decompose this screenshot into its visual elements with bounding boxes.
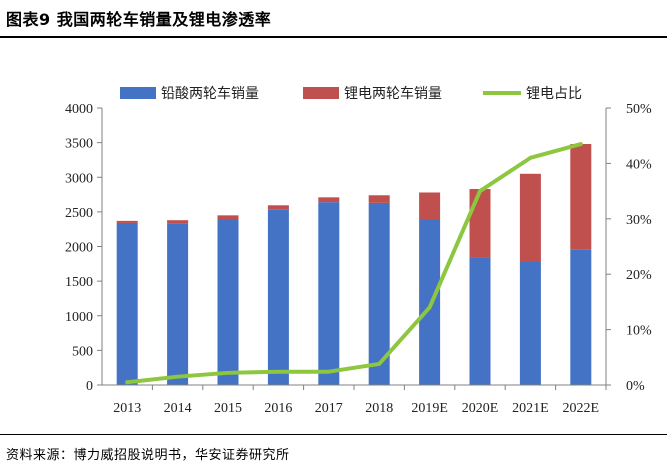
left-tick-label: 2500 [65,206,93,221]
legend-label: 铅酸两轮车销量 [161,85,259,102]
legend-swatch [303,87,339,99]
right-tick-label: 20% [626,268,652,283]
x-tick-label: 2019E [411,401,448,416]
bar-lead-acid [116,222,138,385]
left-tick-label: 1000 [65,310,93,325]
bar-lead-acid [419,219,441,385]
bar-lithium [469,189,491,258]
left-axis: 0 500 1000 1500 2000 2500 3000 3500 4000 [65,102,103,394]
left-tick-label: 0 [86,379,93,394]
x-tick-label: 2014 [164,401,192,416]
right-tick-label: 0% [626,379,645,394]
bar-lead-acid [167,223,189,385]
x-tick-label: 2016 [264,401,292,416]
bar-lithium [519,173,541,262]
bar-lithium [419,192,441,220]
left-tick-label: 2000 [65,241,93,256]
left-tick-label: 500 [72,344,93,359]
bar-lead-acid [368,202,390,385]
legend-swatch [120,87,156,99]
bar-lead-acid [469,257,491,385]
figure-title: 图表9 我国两轮车销量及锂电渗透率 [6,10,272,29]
right-tick-label: 30% [626,213,652,228]
x-tick-label: 2021E [512,401,549,416]
bar-lead-acid [267,209,289,385]
left-tick-label: 4000 [65,102,93,117]
source-note: 资料来源：博力威招股说明书，华安证券研究所 [6,448,290,463]
bars [116,144,592,385]
x-tick-label: 2020E [462,401,499,416]
x-tick-label: 2018 [365,401,393,416]
legend-label: 锂电占比 [526,86,582,102]
chart: 铅酸两轮车销量 锂电两轮车销量 锂电占比 0 500 1000 1500 2000 2500 3… [65,85,652,416]
bar-lithium [318,197,340,203]
x-tick-label: 2017 [315,401,343,416]
bar-lead-acid [217,219,239,385]
legend: 铅酸两轮车销量 锂电两轮车销量 锂电占比 [120,85,582,102]
x-tick-label: 2015 [214,401,242,416]
bar-lead-acid [570,249,592,385]
bar-lithium [570,144,592,250]
x-tick-label: 2022E [563,401,600,416]
right-tick-label: 50% [626,102,652,117]
bar-lithium [368,195,390,203]
right-axis: 0% 10% 20% 30% 40% 50% [605,102,652,394]
bar-lithium [116,220,138,223]
x-axis: 2013 2014 2015 2016 2017 2018 2019E 2020E 2021E 2… [102,384,607,416]
source-rule [0,434,667,435]
bar-lithium [267,205,289,210]
left-tick-label: 1500 [65,275,93,290]
penetration-line [125,142,583,385]
right-tick-label: 10% [626,324,652,339]
bar-lithium [217,215,239,220]
bar-lead-acid [318,202,340,385]
x-tick-label: 2013 [113,401,141,416]
line-penetration [125,142,583,385]
right-tick-label: 40% [626,157,652,172]
title-rule [0,36,667,38]
left-tick-label: 3000 [65,171,93,186]
bar-lithium [167,220,189,224]
bar-lead-acid [519,261,541,385]
left-tick-label: 3500 [65,137,93,152]
legend-label: 锂电两轮车销量 [344,85,442,102]
